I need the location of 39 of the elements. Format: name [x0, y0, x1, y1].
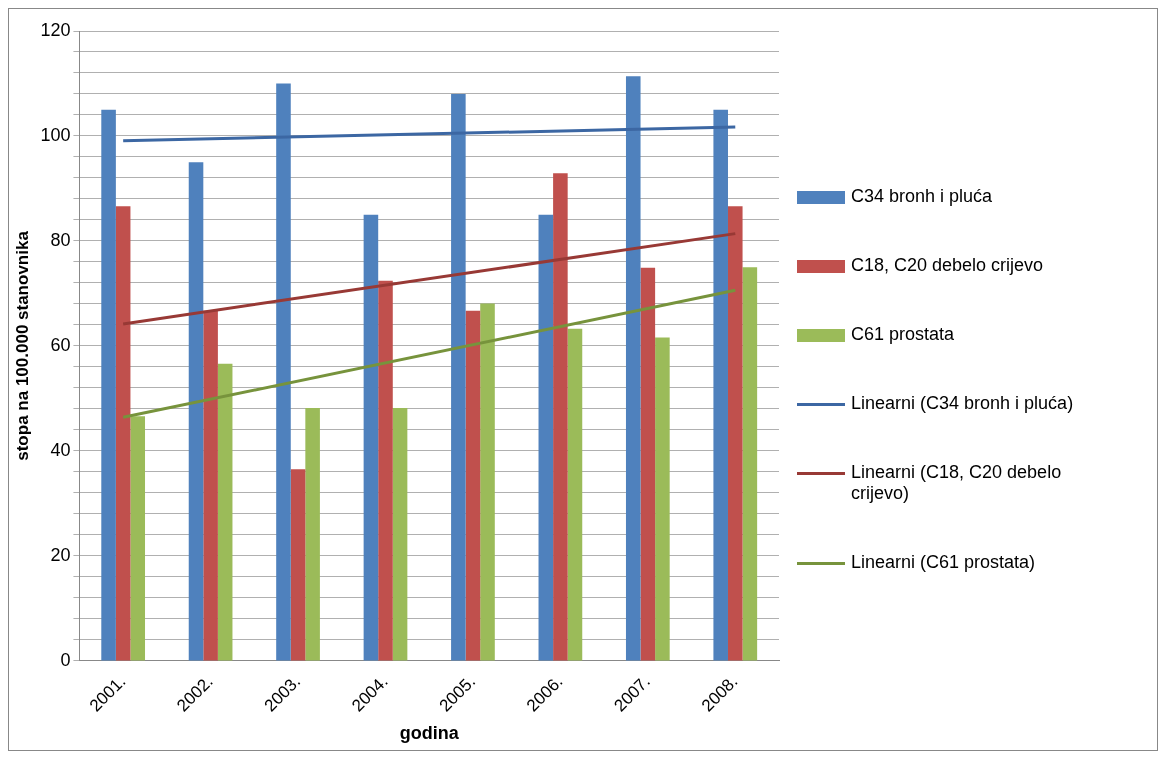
- y-tick-label: 120: [40, 19, 71, 40]
- bar: [115, 206, 131, 661]
- legend-label: Linearni (C34 bronh i pluća): [851, 393, 1074, 414]
- bar: [392, 407, 408, 661]
- x-axis-title: godina: [399, 723, 460, 744]
- bar: [713, 109, 728, 661]
- y-axis-title: stopa na 100.000 stanovnika: [12, 230, 32, 461]
- y-tick-label: 100: [40, 124, 71, 145]
- bar: [217, 363, 233, 661]
- bar: [625, 76, 641, 661]
- bar: [480, 303, 495, 661]
- bar: [465, 310, 481, 661]
- bar: [538, 214, 554, 661]
- bar: [276, 83, 291, 661]
- bar: [567, 328, 583, 661]
- legend-label: Linearni (C61 prostata): [851, 552, 1036, 573]
- legend-label: Linearni (C18, C20 debelo crijevo): [851, 462, 1063, 504]
- y-tick-label: 0: [60, 649, 71, 670]
- bar: [727, 206, 743, 661]
- bar: [655, 337, 670, 661]
- bar: [451, 93, 466, 661]
- y-tick-label: 80: [50, 229, 71, 250]
- legend-label: C18, C20 debelo crijevo: [851, 255, 1044, 276]
- legend-label: C61 prostata: [851, 324, 955, 345]
- legend-label: C34 bronh i pluća: [851, 186, 993, 207]
- y-tick-label: 40: [50, 439, 71, 460]
- bar: [553, 173, 568, 661]
- bar: [130, 416, 146, 661]
- bar: [363, 214, 379, 661]
- bar: [305, 407, 320, 661]
- y-tick-label: 60: [50, 334, 71, 355]
- bar: [203, 310, 218, 661]
- bar: [101, 109, 116, 661]
- bar: [742, 267, 758, 661]
- bar: [378, 280, 393, 661]
- bar: [640, 267, 656, 661]
- bar: [290, 469, 306, 661]
- y-tick-label: 20: [50, 544, 71, 565]
- bar: [188, 162, 204, 661]
